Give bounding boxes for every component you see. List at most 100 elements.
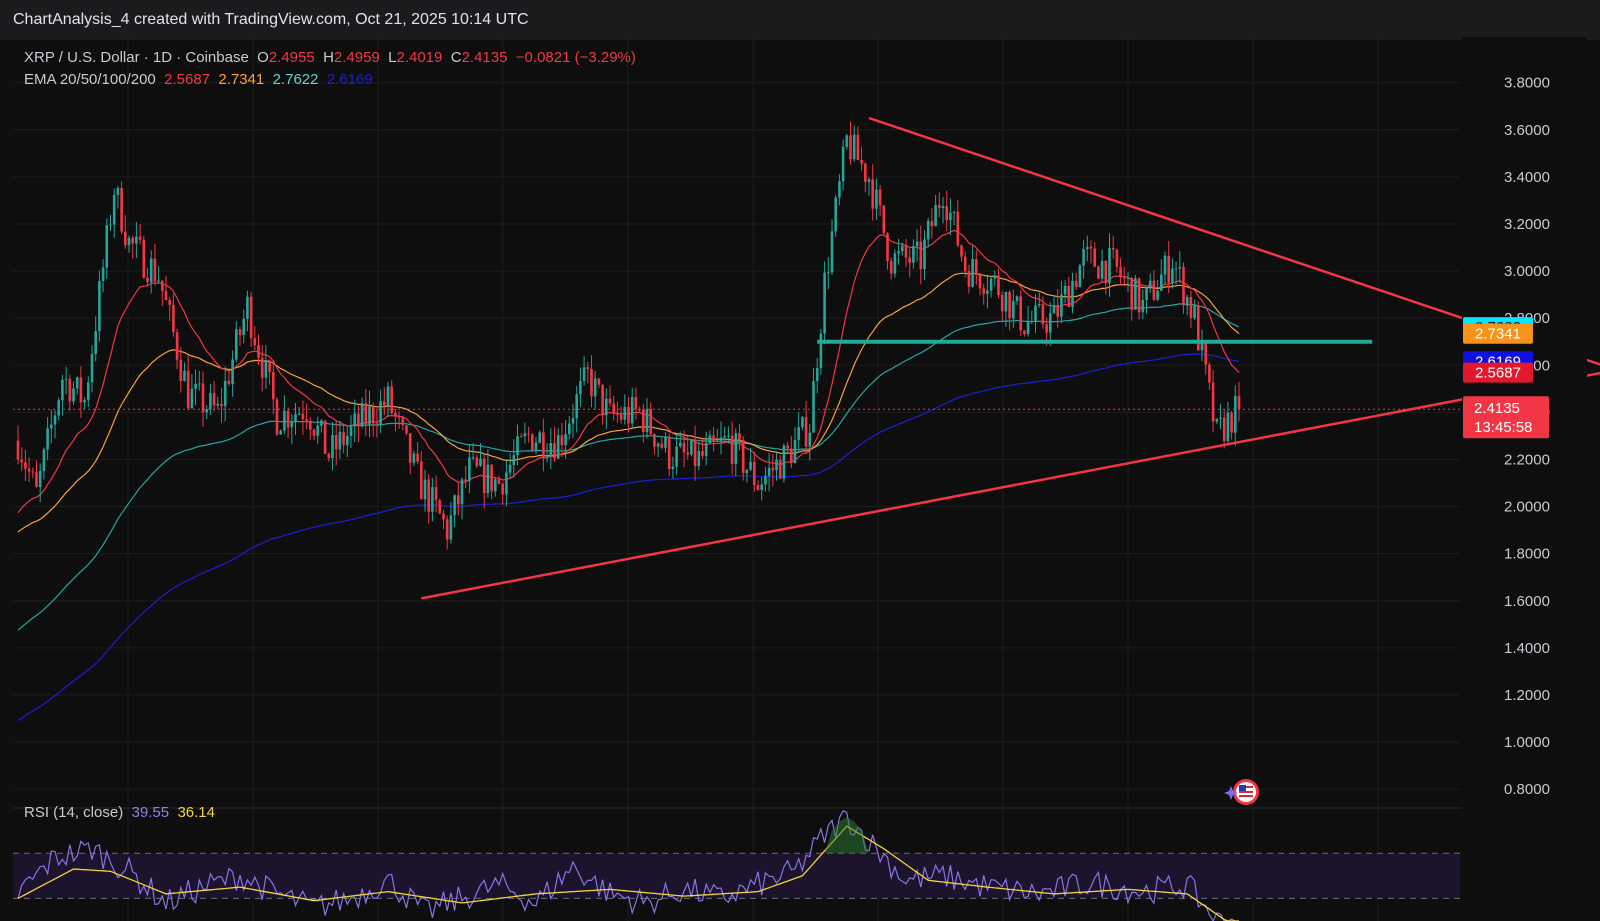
candle-body (605, 398, 608, 416)
candle-body (686, 452, 689, 455)
candle-body (549, 443, 553, 457)
candle-body (904, 245, 908, 258)
events[interactable] (1224, 779, 1259, 805)
chart-frame[interactable] (13, 40, 1587, 921)
candle-body (693, 439, 697, 467)
price-tick-label: 0.8000 (1504, 781, 1550, 798)
candle-body (601, 384, 604, 416)
candle-body (1141, 299, 1145, 313)
candle-body (397, 416, 401, 418)
candle-body (889, 261, 893, 274)
candle-body (116, 187, 120, 196)
candle-body (897, 251, 900, 254)
candle-body (408, 433, 412, 463)
last-price-badge (1463, 396, 1549, 439)
candle-body (368, 406, 371, 425)
candle-body (131, 237, 134, 244)
candle-body (135, 236, 138, 244)
candle-body (834, 197, 837, 232)
candle-body (383, 401, 386, 406)
candle-body (109, 224, 112, 226)
price-axis[interactable]: 3.80003.60003.40003.20003.00002.80002.60… (1462, 37, 1587, 921)
price-tick-label: 2.2000 (1504, 451, 1550, 468)
candle-body (878, 189, 882, 206)
symbol-label[interactable]: XRP / U.S. Dollar · 1D · Coinbase (24, 49, 249, 66)
candle-body (346, 435, 349, 446)
price-tick-label: 1.0000 (1504, 734, 1550, 751)
ema-label[interactable]: EMA 20/50/100/200 (24, 71, 156, 88)
candle-body (1019, 296, 1022, 331)
candle-body (841, 146, 845, 182)
ema100-value: 2.7622 (272, 71, 319, 88)
candle-body (27, 468, 31, 472)
candle-body (571, 418, 575, 424)
candle-body (945, 206, 948, 221)
candle-body (494, 479, 497, 492)
candle-body (564, 434, 567, 446)
candle-body (1074, 280, 1078, 288)
candle-body (445, 519, 449, 540)
candle-body (804, 417, 808, 447)
top-bar: ChartAnalysis_4 created with TradingView… (0, 0, 1600, 40)
candle-body (1171, 268, 1174, 283)
candle-body (283, 410, 286, 431)
candle-body (1167, 255, 1170, 283)
candle-body (852, 134, 856, 160)
candle-body (57, 400, 60, 416)
price-tick-label: 3.8000 (1504, 75, 1550, 92)
candle-body (986, 290, 989, 294)
candle-body (556, 435, 560, 459)
candle-body (201, 383, 205, 413)
candle-body (960, 245, 963, 257)
candle-body (268, 359, 271, 373)
candle-body (1182, 266, 1185, 306)
candle-body (442, 513, 445, 520)
candle-body (475, 457, 479, 466)
candle-body (712, 435, 715, 442)
candle-body (172, 304, 175, 333)
candle-body (627, 407, 630, 424)
candle-body (142, 239, 146, 278)
rsi-pane: 80.0060.00 (13, 810, 1529, 921)
candle-body (453, 495, 456, 516)
candle-body (379, 401, 382, 425)
candle-body (53, 415, 57, 425)
candle-body (671, 466, 675, 470)
candle-body (545, 456, 549, 458)
ema50-badge-label: 2.7341 (1475, 326, 1521, 343)
candle-body (516, 436, 519, 456)
close-label: C (450, 49, 462, 66)
candle-body (486, 464, 490, 494)
candle-body (756, 485, 760, 490)
price-axis-bg[interactable] (1462, 37, 1587, 921)
candle-body (1049, 313, 1052, 333)
candle-body (1215, 418, 1219, 422)
candle-body (209, 393, 212, 410)
rsi-label[interactable]: RSI (14, close) (24, 804, 124, 821)
rsi-ma-value: 36.14 (177, 804, 215, 821)
candle-body (46, 428, 49, 450)
candle-body (952, 211, 956, 213)
candle-body (264, 359, 268, 378)
candle-body (723, 436, 726, 438)
candle-body (938, 204, 941, 209)
candle-body (1234, 395, 1237, 433)
candle-body (1134, 278, 1137, 310)
candle-body (157, 280, 160, 282)
candle-body (401, 417, 405, 426)
price-tick-label: 2.0000 (1504, 499, 1550, 516)
candle-body (738, 433, 741, 441)
candle-body (619, 414, 623, 420)
lower-trendline[interactable] (421, 370, 1600, 600)
candle-body (519, 436, 523, 438)
candle-body (690, 439, 693, 455)
low-value: 2.4019 (396, 49, 443, 66)
us-flag-event-icon[interactable] (1233, 779, 1259, 805)
drawings[interactable] (13, 116, 1600, 600)
rsi-line (17, 810, 1239, 921)
candles (16, 121, 1241, 550)
price-tick-label: 1.6000 (1504, 593, 1550, 610)
candle-body (249, 296, 253, 339)
candle-body (349, 425, 353, 436)
